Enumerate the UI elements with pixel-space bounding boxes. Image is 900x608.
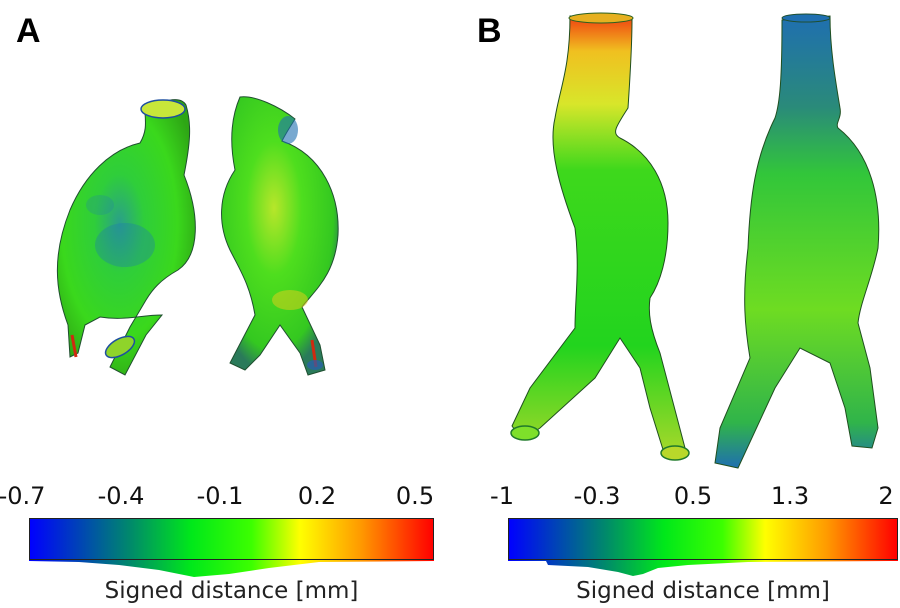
colorbar-a-ticks: -0.7 -0.4 -0.1 0.2 0.5 [0, 482, 450, 512]
panel-a-aorta-render [56, 96, 339, 376]
panel-b-aaa-render [510, 12, 880, 469]
colorbar-b-title: Signed distance [mm] [576, 578, 830, 604]
colorbar-a-tick: 0.2 [297, 482, 337, 510]
colorbar-b-tick: 1.3 [770, 482, 810, 510]
panel-label-a: A [16, 12, 41, 50]
colorbar-a-tick: -0.1 [196, 482, 244, 510]
panel-label-b: B [477, 12, 502, 50]
colorbar-a-tick: 0.5 [395, 482, 435, 510]
colorbar-b-histogram [508, 560, 898, 576]
colorbar-a-gradient [29, 518, 434, 560]
colorbar-b-gradient [508, 518, 898, 560]
colorbar-b-tick: 0.5 [673, 482, 713, 510]
colorbar-a-tick: -0.4 [97, 482, 145, 510]
colorbar-b: -1 -0.3 0.5 1.3 2 Signed distance [mm] [450, 482, 900, 608]
colorbar-b-tick: 2 [878, 482, 894, 510]
colorbar-b-tick: -0.3 [573, 482, 621, 510]
colorbar-a-title: Signed distance [mm] [104, 578, 359, 604]
colorbar-a-histogram [29, 560, 434, 577]
colorbar-b-tick: -1 [490, 482, 514, 510]
aaa-b-left-view [510, 12, 690, 461]
colorbar-a-tick: -0.7 [0, 482, 46, 510]
aorta-a-left-view [56, 99, 196, 376]
colorbar-b-ticks: -1 -0.3 0.5 1.3 2 [450, 482, 900, 512]
colorbar-a: -0.7 -0.4 -0.1 0.2 0.5 Signed distance [… [0, 482, 450, 608]
aaa-b-right-view [714, 13, 880, 469]
aorta-a-right-view [221, 96, 339, 376]
